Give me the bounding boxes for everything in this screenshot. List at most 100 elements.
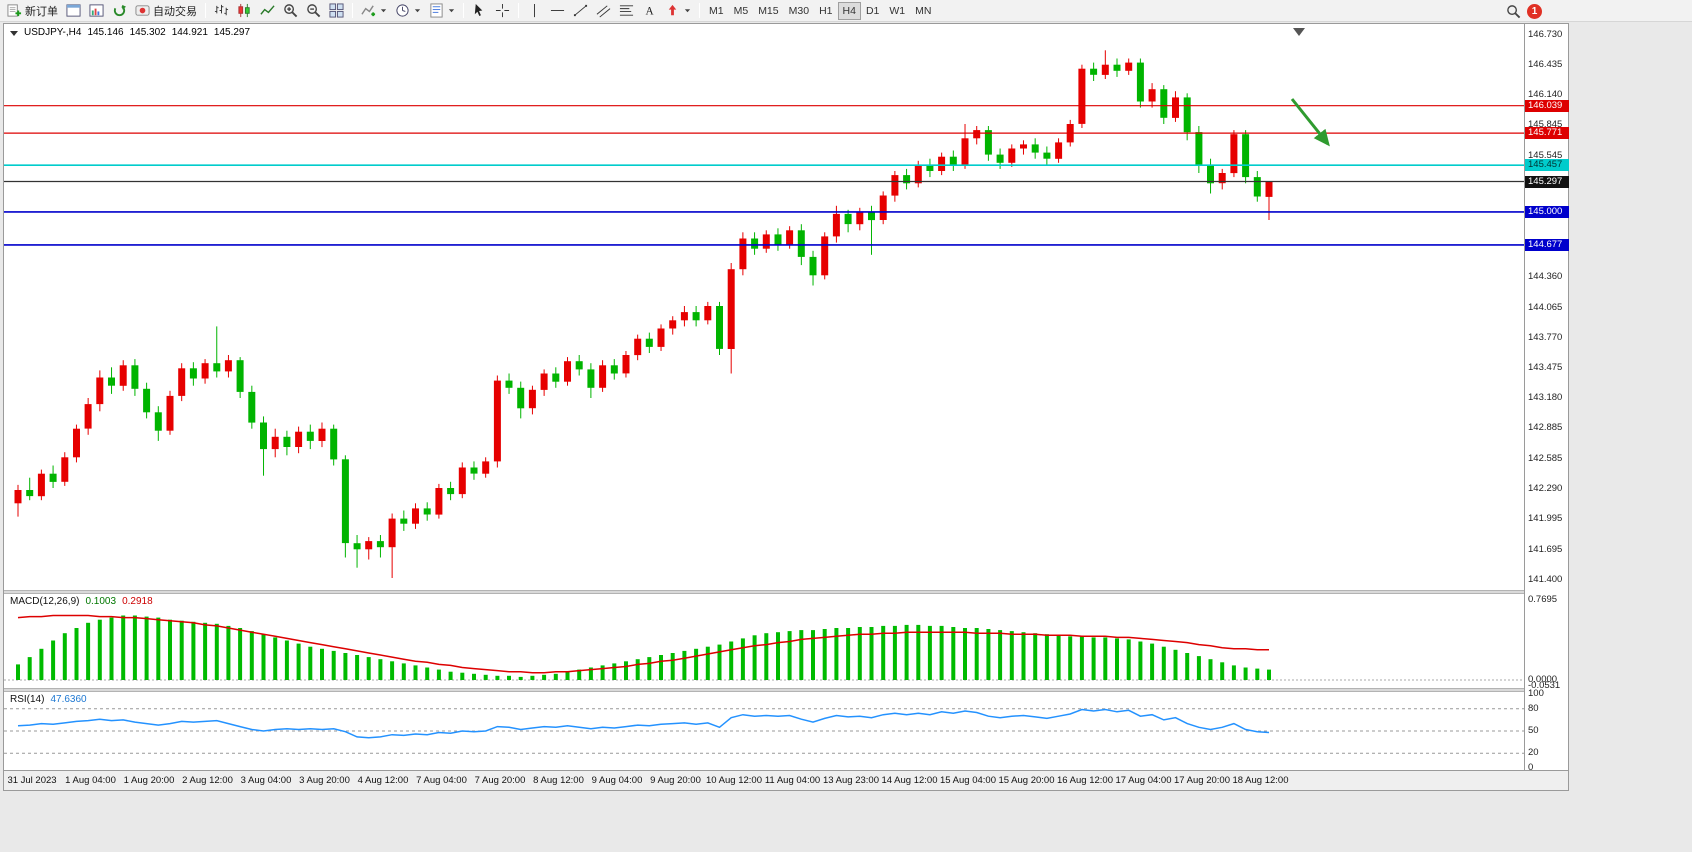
trendline-button[interactable] [569, 2, 592, 20]
price-axis-tick: 145.845 [1528, 119, 1563, 131]
channel-button[interactable] [592, 2, 615, 20]
timeframe-button-m30[interactable]: M30 [784, 2, 814, 20]
price-axis-tick: 143.475 [1528, 361, 1563, 373]
data-window-button[interactable] [85, 2, 108, 20]
time-axis-label: 15 Aug 04:00 [940, 775, 996, 786]
toolbar-separator [205, 3, 206, 18]
pane-splitter[interactable] [4, 590, 1568, 594]
horizontal-line-button[interactable] [546, 2, 569, 20]
price-axis-tick: 141.695 [1528, 543, 1563, 555]
vertical-line-icon [527, 3, 542, 18]
macd-axis-tick: 0.0000 [1528, 674, 1558, 685]
crosshair-button[interactable] [491, 2, 514, 20]
time-axis[interactable]: 31 Jul 2023 1 Aug 04:00 1 Aug 20:00 2 Aug 1… [4, 770, 1568, 790]
templates-button[interactable] [425, 2, 459, 20]
chart-window: USDJPY-,H4 145.146 145.302 144.921 145.2… [3, 23, 1569, 791]
toolbar-separator [699, 3, 700, 18]
autotrade-label: 自动交易 [153, 5, 197, 18]
new-order-button[interactable]: 新订单 [3, 2, 62, 20]
timeframe-button-m1[interactable]: M1 [704, 2, 729, 20]
fibonacci-button[interactable] [615, 2, 638, 20]
timeframe-button-d1[interactable]: D1 [861, 2, 884, 20]
arrow-tool-icon [665, 3, 680, 18]
timeframe-button-m5[interactable]: M5 [729, 2, 754, 20]
rsi-axis-tick: 80 [1528, 702, 1539, 714]
timeframe-button-h4[interactable]: H4 [837, 1, 861, 20]
price-axis[interactable]: 146.730 146.435 146.140 145.845 145.545 145.2… [1524, 24, 1569, 773]
zoom-out-button[interactable] [302, 2, 325, 20]
ohlc-low: 144.921 [171, 27, 208, 38]
timeframe-button-m15[interactable]: M15 [753, 2, 783, 20]
time-axis-label: 18 Aug 12:00 [1232, 775, 1289, 786]
clock-icon [395, 3, 410, 18]
new-order-icon [7, 3, 22, 18]
timeframe-button-w1[interactable]: W1 [884, 2, 910, 20]
rsi-value: 47.6360 [50, 694, 87, 705]
new-order-label: 新订单 [25, 5, 58, 18]
macd-indicator-label: MACD(12,26,9) 0.1003 0.2918 [10, 596, 153, 607]
line-chart-button[interactable] [256, 2, 279, 20]
price-axis-tick: 142.585 [1528, 452, 1563, 464]
data-window-icon [89, 3, 104, 18]
search-icon [1506, 4, 1521, 19]
time-axis-label: 17 Aug 20:00 [1174, 775, 1230, 786]
cursor-icon [472, 3, 487, 18]
search-button[interactable] [1502, 2, 1525, 20]
navigator-button[interactable] [108, 2, 131, 20]
time-axis-label: 10 Aug 12:00 [706, 775, 762, 786]
timeframe-button-h1[interactable]: H1 [814, 2, 837, 20]
time-axis-label: 8 Aug 12:00 [533, 775, 584, 786]
notification-badge[interactable]: 1 [1527, 3, 1542, 19]
arrows-tool-button[interactable] [661, 2, 695, 20]
chevron-down-icon [414, 7, 421, 14]
time-axis-label: 1 Aug 20:00 [123, 775, 175, 786]
zoom-out-icon [306, 3, 321, 18]
ohlc-high: 145.302 [129, 27, 166, 38]
time-axis-label: 1 Aug 04:00 [65, 775, 116, 786]
main-toolbar: 新订单 自动交易 M1 M5 M15 M30 H1 H4 D1 W1 MN 1 [0, 0, 1692, 22]
ohlc-collapse-icon[interactable] [10, 30, 18, 36]
market-watch-icon [66, 3, 81, 18]
crosshair-icon [495, 3, 510, 18]
indicators-button[interactable] [357, 2, 391, 20]
channel-icon [596, 3, 611, 18]
time-axis-label: 16 Aug 12:00 [1057, 775, 1113, 786]
pane-splitter[interactable] [4, 688, 1568, 692]
price-axis-tick: 145.545 [1528, 150, 1563, 162]
rsi-name: RSI(14) [10, 694, 45, 705]
time-axis-label: 11 Aug 04:00 [764, 775, 821, 786]
zoom-in-button[interactable] [279, 2, 302, 20]
price-axis-tick: 141.400 [1528, 574, 1563, 585]
price-axis-tick: 142.885 [1528, 422, 1563, 434]
price-tag: 145.771 [1525, 127, 1569, 140]
chevron-down-icon [380, 7, 387, 14]
autotrade-button[interactable]: 自动交易 [131, 2, 201, 20]
indicators-icon [361, 3, 376, 18]
tile-windows-button[interactable] [325, 2, 348, 20]
cursor-button[interactable] [468, 2, 491, 20]
time-axis-label: 14 Aug 12:00 [881, 775, 938, 786]
time-axis-label: 2 Aug 12:00 [182, 775, 233, 786]
text-tool-icon [642, 3, 657, 18]
zoom-in-icon [283, 3, 298, 18]
market-watch-button[interactable] [62, 2, 85, 20]
macd-pane-surface[interactable] [4, 594, 1524, 688]
bar-chart-button[interactable] [210, 2, 233, 20]
rsi-pane-surface[interactable] [4, 692, 1524, 770]
timeframe-button-mn[interactable]: MN [910, 2, 936, 20]
vertical-line-button[interactable] [523, 2, 546, 20]
candlestick-chart-button[interactable] [233, 2, 256, 20]
time-axis-label: 9 Aug 04:00 [591, 775, 643, 786]
toolbar-separator [518, 3, 519, 18]
text-tool-button[interactable] [638, 2, 661, 20]
trendline-icon [573, 3, 588, 18]
candlestick-chart-icon [237, 3, 252, 18]
macd-axis-tick: -0.0531 [1528, 679, 1561, 691]
toolbar-right-group: 1 [1502, 2, 1542, 20]
price-tag: 145.000 [1525, 205, 1569, 218]
time-axis-label: 15 Aug 20:00 [998, 775, 1055, 786]
macd-signal-value: 0.2918 [122, 596, 153, 607]
main-chart-surface[interactable] [4, 24, 1524, 590]
chart-ohlc-header: USDJPY-,H4 145.146 145.302 144.921 145.2… [10, 27, 250, 38]
periods-button[interactable] [391, 2, 425, 20]
